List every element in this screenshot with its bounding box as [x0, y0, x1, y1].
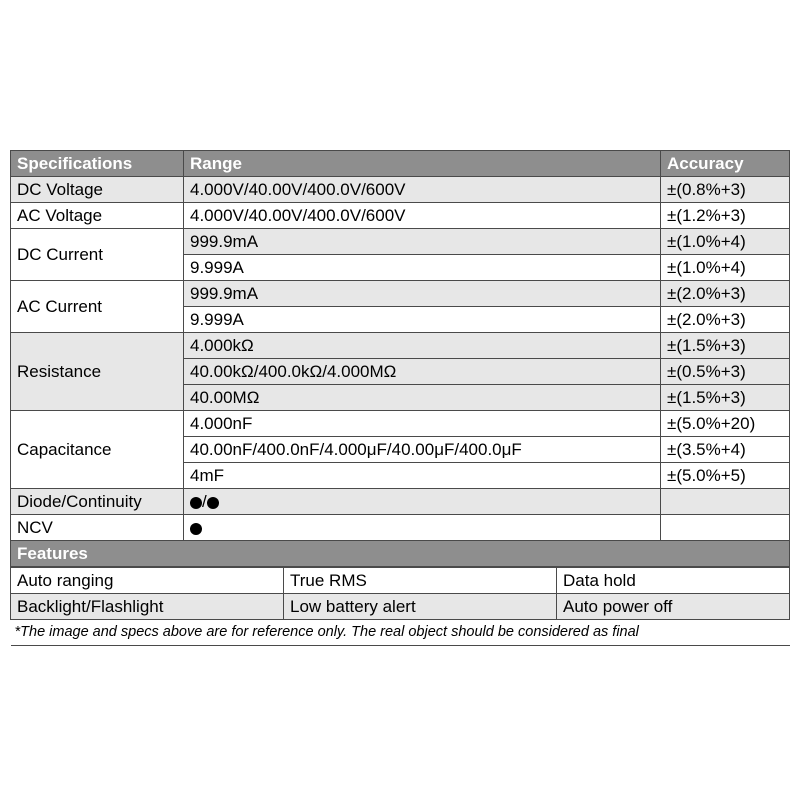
- spec-accuracy: [661, 489, 790, 515]
- spec-accuracy: ±(1.0%+4): [661, 255, 790, 281]
- feature-cell: Auto power off: [557, 594, 790, 620]
- table-row: Capacitance 4.000nF ±(5.0%+20): [11, 411, 790, 437]
- table-row: DC Voltage 4.000V/40.00V/400.0V/600V ±(0…: [11, 177, 790, 203]
- spec-range: 40.00nF/400.0nF/4.000μF/40.00μF/400.0μF: [184, 437, 661, 463]
- header-range: Range: [184, 151, 661, 177]
- table-row: AC Voltage 4.000V/40.00V/400.0V/600V ±(1…: [11, 203, 790, 229]
- spec-label: DC Voltage: [11, 177, 184, 203]
- table-row: Resistance 4.000kΩ ±(1.5%+3): [11, 333, 790, 359]
- spec-accuracy: ±(1.5%+3): [661, 385, 790, 411]
- features-header: Features: [11, 541, 790, 567]
- spec-range: 4.000V/40.00V/400.0V/600V: [184, 203, 661, 229]
- feature-cell: True RMS: [284, 568, 557, 594]
- spec-label: Capacitance: [11, 411, 184, 489]
- header-specifications: Specifications: [11, 151, 184, 177]
- features-row: Backlight/Flashlight Low battery alert A…: [11, 594, 790, 620]
- spec-range: 4.000V/40.00V/400.0V/600V: [184, 177, 661, 203]
- spec-label: AC Current: [11, 281, 184, 333]
- table-header-row: Specifications Range Accuracy: [11, 151, 790, 177]
- table-row: Diode/Continuity /: [11, 489, 790, 515]
- feature-cell: Low battery alert: [284, 594, 557, 620]
- spec-range: 999.9mA: [184, 229, 661, 255]
- spec-accuracy: ±(0.5%+3): [661, 359, 790, 385]
- spec-range: 9.999A: [184, 307, 661, 333]
- spec-range-dots: [184, 515, 661, 541]
- spec-range: 9.999A: [184, 255, 661, 281]
- features-row: Auto ranging True RMS Data hold: [11, 568, 790, 594]
- spec-range: 4.000kΩ: [184, 333, 661, 359]
- footnote-row: *The image and specs above are for refer…: [11, 620, 790, 646]
- spec-range: 40.00kΩ/400.0kΩ/4.000MΩ: [184, 359, 661, 385]
- feature-cell: Auto ranging: [11, 568, 284, 594]
- spec-label: DC Current: [11, 229, 184, 281]
- spec-label: AC Voltage: [11, 203, 184, 229]
- spec-label: Diode/Continuity: [11, 489, 184, 515]
- filled-circle-icon: [190, 497, 202, 509]
- specs-table: Specifications Range Accuracy DC Voltage…: [10, 150, 790, 567]
- spec-range-dots: /: [184, 489, 661, 515]
- spec-accuracy: [661, 515, 790, 541]
- filled-circle-icon: [190, 523, 202, 535]
- features-header-row: Features: [11, 541, 790, 567]
- spec-accuracy: ±(1.2%+3): [661, 203, 790, 229]
- spec-range: 40.00MΩ: [184, 385, 661, 411]
- spec-accuracy: ±(1.5%+3): [661, 333, 790, 359]
- features-table: Auto ranging True RMS Data hold Backligh…: [10, 567, 790, 646]
- spec-range: 4.000nF: [184, 411, 661, 437]
- table-row: NCV: [11, 515, 790, 541]
- spec-accuracy: ±(1.0%+4): [661, 229, 790, 255]
- header-accuracy: Accuracy: [661, 151, 790, 177]
- table-row: DC Current 999.9mA ±(1.0%+4): [11, 229, 790, 255]
- spec-accuracy: ±(2.0%+3): [661, 281, 790, 307]
- filled-circle-icon: [207, 497, 219, 509]
- feature-cell: Data hold: [557, 568, 790, 594]
- footnote-text: *The image and specs above are for refer…: [11, 620, 790, 646]
- spec-label: NCV: [11, 515, 184, 541]
- feature-cell: Backlight/Flashlight: [11, 594, 284, 620]
- spec-label: Resistance: [11, 333, 184, 411]
- spec-range: 999.9mA: [184, 281, 661, 307]
- spec-range: 4mF: [184, 463, 661, 489]
- spec-accuracy: ±(3.5%+4): [661, 437, 790, 463]
- table-row: AC Current 999.9mA ±(2.0%+3): [11, 281, 790, 307]
- spec-accuracy: ±(2.0%+3): [661, 307, 790, 333]
- spec-accuracy: ±(0.8%+3): [661, 177, 790, 203]
- spec-accuracy: ±(5.0%+20): [661, 411, 790, 437]
- spec-accuracy: ±(5.0%+5): [661, 463, 790, 489]
